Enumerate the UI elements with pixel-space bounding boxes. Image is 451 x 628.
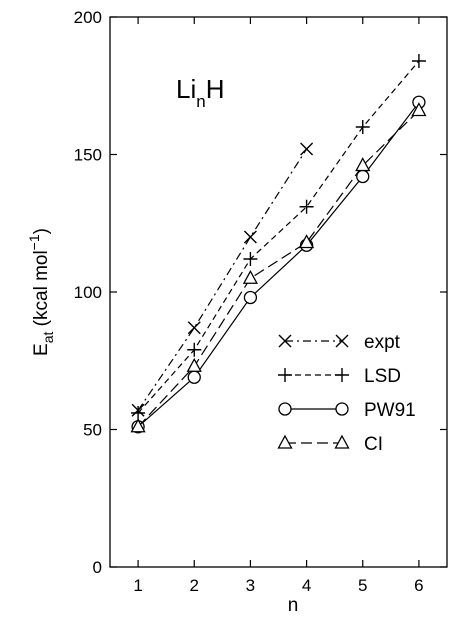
legend-marker [335,368,349,382]
legend-marker [278,402,292,416]
data-point-expt [187,321,201,335]
legend-marker [278,368,292,382]
data-point-lsd [355,120,370,134]
legend-label: LSD [364,366,401,387]
legend-item-expt: expt [278,332,401,353]
data-point-ci [130,418,146,433]
legend-marker [335,402,349,416]
legend-marker [335,334,349,348]
data-point-ci [411,102,427,117]
legend: expt LSD PW91 CI [277,332,416,455]
series-lsd [131,54,426,420]
legend-marker [334,434,350,449]
axis-ticks: 1 2 3 4 5 6 0 50 100 150 200 [74,8,447,595]
x-axis-label: n [288,595,299,616]
x-tick-label: 4 [302,576,311,595]
data-point-pw91 [187,370,201,384]
data-point-ci [242,269,259,284]
legend-label: PW91 [364,400,416,421]
legend-label: expt [364,332,401,353]
chart-annotation: LinH [176,74,225,111]
data-point-lsd [131,406,146,420]
legend-item-pw91: PW91 [278,400,416,421]
data-point-pw91 [243,290,258,305]
data-point-ci [298,234,315,249]
data-point-lsd [187,342,202,357]
data-point-ci [355,157,371,172]
y-tick-label: 100 [74,283,102,302]
x-tick-label: 3 [246,576,255,595]
x-tick-label: 1 [133,576,142,595]
legend-label: CI [364,434,383,455]
x-tick-label: 5 [358,576,367,595]
plot-frame [109,16,448,568]
series-ci [130,102,427,433]
y-axis-label: Eat (kcal mol−1) [26,228,56,356]
data-point-lsd [299,199,314,214]
data-point-ci [186,357,202,372]
data-point-expt [300,142,314,156]
series-line-pw91 [137,101,420,428]
legend-marker [278,334,292,348]
data-point-lsd [411,54,426,68]
y-tick-label: 0 [93,558,102,577]
series-line-expt [137,148,308,411]
legend-item-ci: CI [277,434,383,455]
series-line-lsd [137,60,420,414]
legend-marker [277,434,293,449]
legend-item-lsd: LSD [278,366,401,387]
data-point-lsd [243,252,258,266]
series-layer [130,54,427,434]
y-tick-label: 50 [83,421,102,440]
x-tick-label: 6 [414,576,423,595]
series-line-ci [137,110,420,428]
x-tick-label: 2 [190,576,199,595]
y-tick-label: 200 [74,8,102,27]
y-tick-label: 150 [74,146,102,165]
data-point-expt [243,230,257,244]
